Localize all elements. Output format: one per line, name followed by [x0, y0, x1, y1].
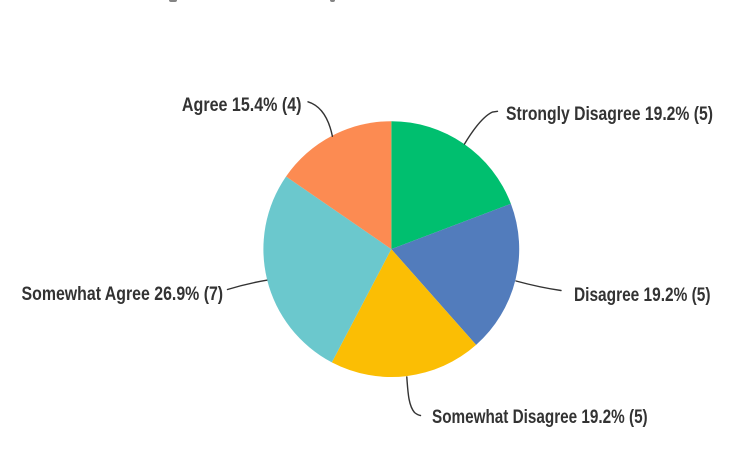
leader-line-disagree	[515, 280, 562, 292]
leader-line-somewhat-agree	[226, 279, 268, 291]
pie-slice-disagree	[391, 203, 520, 345]
pie-slice-agree	[286, 121, 392, 250]
pie-slice-somewhat-agree	[263, 176, 392, 363]
leader-line-somewhat-disagree	[406, 376, 422, 417]
pie-slice-somewhat-disagree	[331, 249, 477, 378]
slice-label-somewhat-agree: Somewhat Agree 26.9% (7)	[21, 283, 224, 305]
pie-slice-strongly-disagree	[391, 121, 511, 250]
leader-line-strongly-disagree	[463, 110, 499, 145]
slice-label-somewhat-disagree: Somewhat Disagree 19.2% (5)	[432, 406, 648, 428]
slice-label-disagree: Disagree 19.2% (5)	[573, 284, 711, 306]
leader-line-agree	[307, 101, 334, 137]
cropped-title-text-remnant	[330, 0, 335, 2]
pie-slices	[263, 121, 520, 378]
slice-label-agree: Agree 15.4% (4)	[181, 95, 302, 116]
label-leader-lines	[226, 101, 562, 417]
slice-label-strongly-disagree: Strongly Disagree 19.2% (5)	[505, 103, 713, 125]
cropped-title-text-remnant	[169, 0, 177, 2]
